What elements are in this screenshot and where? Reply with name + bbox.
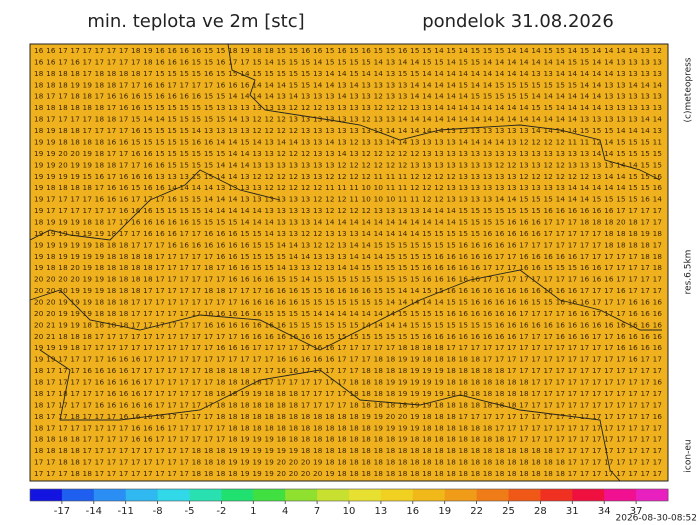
- colorbar-tick-label: -8: [153, 506, 163, 517]
- grid-row: 18 17 17 17 17 16 16 16 16 16 17 17 17 1…: [34, 400, 662, 409]
- map-area: [29, 43, 669, 482]
- colorbar-tick-label: 37: [630, 506, 643, 517]
- colorbar-segment: [125, 489, 159, 501]
- grid-row: 17 17 18 18 17 17 17 17 17 17 17 17 17 1…: [34, 458, 662, 467]
- grid-row: 20 21 18 18 18 17 17 17 17 17 17 17 17 1…: [34, 332, 662, 341]
- colorbar-tick-label: 19: [438, 506, 451, 517]
- grid-row: 18 17 17 18 18 17 16 16 16 15 16 16 16 1…: [34, 92, 662, 101]
- grid-row: 18 17 17 17 17 18 18 17 15 14 14 15 15 1…: [34, 115, 662, 124]
- map-date: pondelok 31.08.2026: [422, 11, 614, 32]
- grid-row: 18 17 17 18 17 17 17 16 16 16 16 17 17 1…: [34, 412, 662, 421]
- colorbar-segment: [380, 489, 414, 501]
- grid-row: 20 21 19 19 18 18 18 18 17 17 17 17 17 1…: [34, 320, 662, 329]
- colorbar-tick-label: -17: [54, 506, 70, 517]
- colorbar-segment: [253, 489, 286, 501]
- colorbar-segment: [476, 489, 509, 501]
- resolution-label: res.6.5km: [684, 250, 694, 295]
- colorbar-segment: [349, 489, 382, 501]
- grid-row: 20 20 19 19 19 18 18 18 17 17 17 17 17 1…: [34, 298, 662, 307]
- credit-label: (c)meteopress: [684, 57, 694, 122]
- grid-row: 16 16 17 16 17 17 17 17 17 18 16 16 16 1…: [34, 57, 662, 66]
- colorbar-tick-label: 13: [375, 506, 388, 517]
- grid-row: 19 19 20 20 19 18 17 17 16 16 15 15 15 1…: [34, 149, 662, 158]
- grid-row: 18 18 18 18 17 17 17 17 17 17 17 17 17 1…: [34, 446, 662, 455]
- colorbar-segment: [636, 489, 669, 501]
- grid-row: 18 19 18 18 17 17 17 17 16 15 15 15 15 1…: [34, 126, 662, 135]
- grid-row: 18 18 18 18 17 18 18 18 18 17 15 15 15 1…: [34, 69, 662, 78]
- grid-row: 18 18 18 18 17 17 17 17 16 16 17 17 17 1…: [34, 435, 662, 444]
- colorbar-tick-label: 22: [470, 506, 483, 517]
- grid-row: 19 19 20 19 19 18 18 17 17 16 16 15 15 1…: [34, 160, 662, 169]
- contour-line: [29, 169, 281, 241]
- colorbar-tick-label: 16: [406, 506, 419, 517]
- colorbar-tick-label: 28: [534, 506, 547, 517]
- colorbar-segment: [412, 489, 446, 501]
- colorbar-tick-label: -2: [216, 506, 226, 517]
- grid-row: 18 17 17 17 16 16 16 16 17 17 17 17 17 1…: [34, 366, 662, 375]
- colorbar-segment: [189, 489, 222, 501]
- colorbar-segment: [30, 489, 63, 501]
- colorbar-segment: [285, 489, 318, 501]
- contour-line: [39, 349, 621, 482]
- colorbar-segment: [444, 489, 478, 501]
- model-label: icon-eu: [684, 439, 694, 472]
- colorbar-tick-label: 34: [598, 506, 611, 517]
- grid-row: 19 19 19 18 17 17 17 17 17 17 17 17 17 1…: [34, 343, 662, 352]
- grid-row: 19 18 18 18 18 17 16 16 15 16 16 14 14 1…: [34, 183, 662, 192]
- grid-row: 19 18 19 19 19 19 18 18 18 18 17 17 17 1…: [34, 252, 662, 261]
- colorbar-segment: [508, 489, 541, 501]
- grid-row: 20 20 20 20 19 19 18 18 18 18 17 17 17 1…: [34, 275, 662, 284]
- run-timestamp: 2026-08-30-08:52: [616, 514, 698, 524]
- grid-row: 19 19 19 19 19 19 18 17 17 16 16 16 17 1…: [34, 229, 662, 238]
- colorbar-tick-label: -11: [118, 506, 134, 517]
- grid-row: 18 19 19 19 18 18 17 17 16 16 16 16 16 1…: [34, 217, 662, 226]
- colorbar-segment: [221, 489, 254, 501]
- contour-line: [227, 43, 661, 181]
- colorbar-segment: [572, 489, 605, 501]
- grid-row: 19 19 19 19 19 18 18 18 17 17 17 16 16 1…: [34, 240, 662, 249]
- colorbar-segment: [61, 489, 95, 501]
- colorbar-tick-label: 7: [314, 506, 320, 517]
- grid-row: 19 17 17 17 17 17 17 16 16 16 15 15 15 1…: [34, 206, 662, 215]
- grid-row: 19 19 17 17 17 17 16 16 16 17 17 17 17 1…: [34, 355, 662, 364]
- colorbar-tick-label: 4: [282, 506, 288, 517]
- colorbar-segment: [93, 489, 127, 501]
- colorbar-segment: [540, 489, 573, 501]
- grid-row: 18 18 18 19 19 18 18 17 17 16 16 17 17 1…: [34, 80, 662, 89]
- grid-row: 17 17 17 18 18 17 17 17 17 17 17 17 17 1…: [34, 469, 662, 478]
- colorbar-tick-label: 10: [343, 506, 356, 517]
- colorbar-tick-label: -5: [185, 506, 195, 517]
- grid-row: 18 17 17 17 17 17 17 17 16 16 16 17 17 1…: [34, 423, 662, 432]
- colorbar-segment: [604, 489, 637, 501]
- colorbar-segment: [157, 489, 190, 501]
- contour-line: [29, 269, 662, 351]
- grid-row: 19 19 19 19 15 16 17 16 16 16 13 13 13 1…: [34, 172, 662, 181]
- grid-row: 19 17 17 17 17 16 16 16 17 17 17 16 15 1…: [34, 195, 662, 204]
- grid-row: 20 20 20 19 19 19 18 18 18 17 17 17 17 1…: [34, 286, 662, 295]
- grid-row: 16 16 17 17 17 17 17 17 18 19 16 16 16 1…: [34, 46, 662, 55]
- grid-row: 20 20 19 19 19 18 18 18 17 17 17 17 17 1…: [34, 309, 662, 318]
- colorbar-tick-label: -14: [86, 506, 102, 517]
- colorbar-tick-label: 25: [502, 506, 515, 517]
- colorbar-tick-label: 31: [566, 506, 579, 517]
- grid-row: 19 18 18 20 19 18 18 18 18 18 17 17 17 1…: [34, 263, 662, 272]
- grid-row: 18 17 17 17 17 16 16 16 16 17 17 17 17 1…: [34, 378, 662, 387]
- colorbar-segment: [317, 489, 350, 501]
- grid-row: 18 18 18 18 18 18 17 16 16 15 15 15 15 1…: [34, 103, 662, 112]
- grid-row: 19 19 18 18 18 18 16 16 15 15 15 15 15 1…: [34, 137, 662, 146]
- colorbar-tick-label: 1: [250, 506, 256, 517]
- grid-row: 18 17 18 17 17 17 16 16 16 17 17 17 17 1…: [34, 389, 662, 398]
- map-title: min. teplota ve 2m [stc]: [87, 11, 304, 32]
